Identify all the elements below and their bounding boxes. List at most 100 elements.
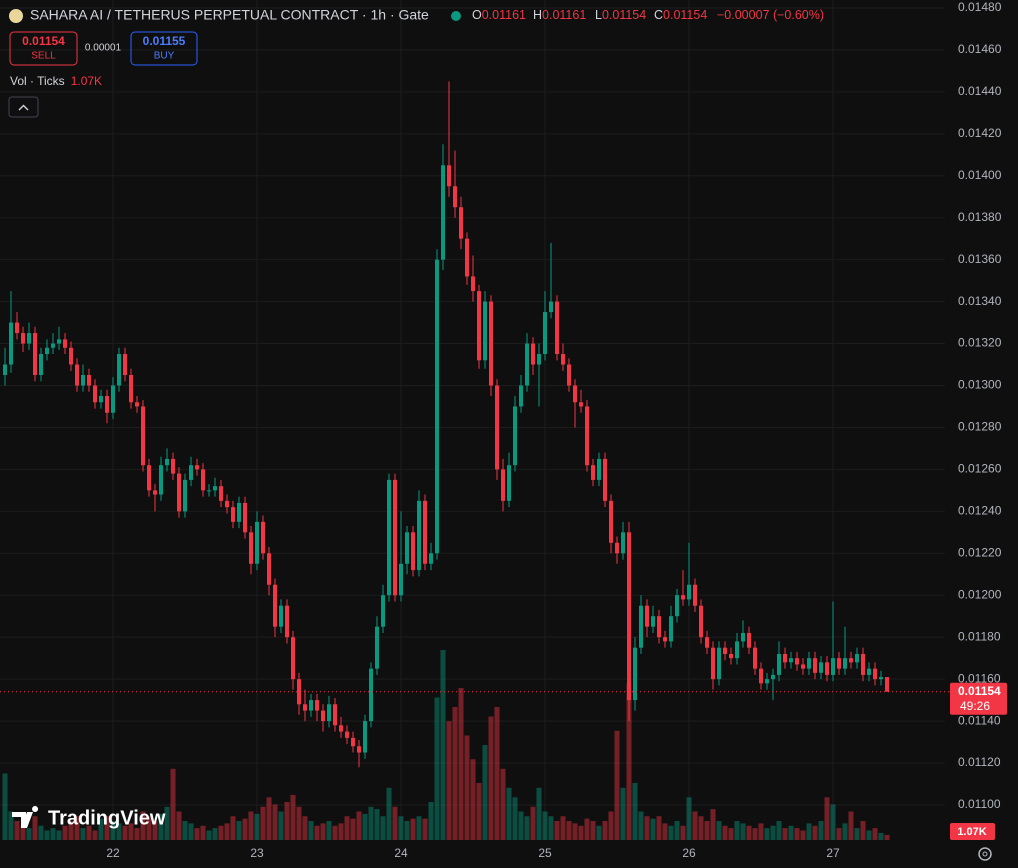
volume-bar — [716, 821, 722, 840]
candle-body — [105, 395, 109, 413]
candle-body — [705, 637, 709, 648]
volume-bar — [878, 832, 884, 840]
volume-bar — [134, 828, 140, 840]
candle-body — [801, 664, 805, 669]
candle-body — [369, 668, 373, 722]
volume-bar — [590, 821, 596, 840]
candle-body — [441, 165, 445, 260]
y-tick-label: 0.01280 — [958, 420, 1002, 434]
volume-bar — [524, 816, 530, 840]
ohlc-value: 0.01161 — [542, 8, 586, 22]
volume-layer — [2, 650, 890, 840]
x-tick-label: 25 — [538, 846, 552, 860]
buy-price: 0.01155 — [143, 34, 186, 48]
candle-body — [837, 658, 841, 669]
y-tick-label: 0.01480 — [958, 0, 1002, 14]
volume-bar — [554, 821, 560, 840]
candle-body — [519, 385, 523, 407]
volume-bar — [836, 828, 842, 840]
volume-bar — [860, 821, 866, 840]
volume-bar — [290, 794, 296, 840]
volume-bar — [812, 825, 818, 840]
candle-body — [681, 595, 685, 600]
volume-bar — [206, 830, 212, 840]
volume-bar — [782, 828, 788, 840]
candle-body — [663, 637, 667, 642]
candle-body — [321, 710, 325, 722]
candle-body — [81, 375, 85, 386]
volume-bar — [230, 816, 236, 840]
volume-bar — [254, 813, 260, 840]
volume-bar — [626, 683, 632, 840]
buy-button[interactable]: 0.01155 BUY — [130, 31, 198, 66]
candle-body — [417, 500, 421, 571]
sell-box — [9, 31, 78, 66]
volume-bar — [434, 697, 440, 840]
candle-body — [183, 479, 187, 512]
volume-bar — [74, 816, 80, 840]
ohlc-key: H — [533, 8, 542, 22]
candle-body — [609, 500, 613, 543]
candle-body — [351, 737, 355, 747]
candle-body — [381, 595, 385, 627]
volume-bar — [842, 823, 848, 840]
sell-price: 0.01154 — [22, 34, 65, 48]
volume-bar — [866, 830, 872, 840]
candle-body — [717, 647, 721, 680]
volume-bar — [788, 825, 794, 840]
candle-body — [27, 333, 31, 344]
candle-body — [525, 343, 529, 386]
candle-body — [165, 458, 169, 466]
volume-bar — [830, 804, 836, 840]
candle-body — [879, 677, 883, 680]
candle-body — [225, 500, 229, 508]
volume-bar — [584, 818, 590, 840]
volume-bar — [44, 830, 50, 840]
last-price-box — [950, 682, 1007, 715]
y-tick-label: 0.01420 — [958, 126, 1002, 140]
volume-bar — [362, 813, 368, 840]
volume-bar — [752, 828, 758, 840]
volume-bar — [764, 828, 770, 840]
volume-bar — [302, 816, 308, 840]
candle-body — [549, 301, 553, 313]
candle-body — [615, 542, 619, 554]
candle-body — [795, 658, 799, 665]
candle-body — [627, 532, 631, 701]
candle-body — [63, 339, 67, 348]
volume-bar — [86, 825, 92, 840]
volume-bar — [548, 816, 554, 840]
candle-body — [435, 259, 439, 554]
collapse-button[interactable] — [8, 96, 39, 118]
volume-bar — [848, 811, 854, 840]
candle-body — [429, 553, 433, 564]
volume-bar — [326, 821, 332, 840]
candle-body — [753, 647, 757, 669]
candle-body — [99, 395, 103, 403]
volume-bar — [734, 821, 740, 840]
candle-body — [33, 333, 37, 376]
sell-button[interactable]: 0.01154 SELL — [9, 31, 78, 66]
candle-body — [207, 490, 211, 492]
volume-bar — [566, 821, 572, 840]
ohlc-value: 0.01154 — [602, 8, 646, 22]
ohlc-legend: O0.01161 H0.01161 L0.01154 C0.01154 −0.0… — [472, 8, 824, 22]
volume-bar — [650, 818, 656, 840]
volume-bar — [572, 823, 578, 840]
settings-button[interactable] — [978, 847, 992, 861]
volume-bar — [662, 823, 668, 840]
ohlc-value: 0.01161 — [482, 8, 526, 22]
volume-bar — [248, 811, 254, 840]
volume-value: 1.07K — [71, 74, 102, 88]
ohlc-key: C — [654, 8, 663, 22]
volume-bar — [578, 825, 584, 840]
candle-body — [831, 658, 835, 675]
candle-body — [759, 668, 763, 684]
candle-body — [261, 521, 265, 554]
volume-bar — [398, 816, 404, 840]
candle-body — [3, 364, 7, 376]
candle-body — [93, 385, 97, 403]
candle-body — [639, 605, 643, 648]
volume-bar — [536, 787, 542, 840]
candle-body — [411, 532, 415, 571]
